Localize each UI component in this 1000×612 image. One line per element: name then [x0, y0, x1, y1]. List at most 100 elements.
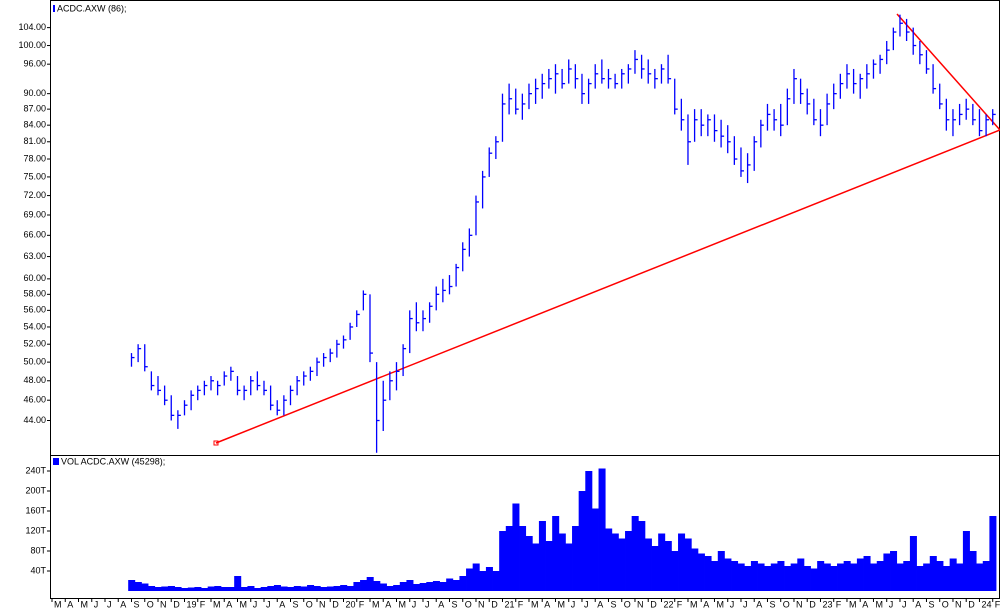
volume-bar — [618, 538, 626, 591]
y-tick-label: 63.00 — [23, 251, 46, 261]
volume-bar — [585, 471, 593, 591]
volume-bar — [644, 538, 652, 591]
volume-bar — [207, 586, 215, 591]
volume-bar — [505, 526, 513, 591]
volume-bar — [293, 586, 301, 591]
x-tick-label: J — [425, 599, 430, 609]
volume-bar — [260, 587, 268, 591]
volume-bar — [817, 561, 825, 591]
volume-bar — [419, 583, 427, 591]
volume-bar — [452, 580, 460, 591]
y-tick-label: 104.00 — [18, 22, 46, 32]
volume-bar — [240, 587, 248, 591]
volume-bar — [446, 578, 454, 591]
price-title: ACDC.AXW (86); — [57, 3, 127, 13]
trend-line — [896, 13, 1000, 131]
volume-bar — [850, 563, 858, 591]
volume-bar — [379, 583, 387, 591]
volume-bar — [273, 585, 281, 591]
x-tick-label: A — [67, 599, 73, 609]
volume-bar — [459, 576, 467, 591]
volume-bar — [790, 563, 798, 591]
x-tick-label: D — [173, 599, 180, 609]
x-tick-label: D — [332, 599, 339, 609]
x-tick-label: M — [716, 599, 724, 609]
volume-bar — [578, 491, 586, 591]
volume-bar — [697, 553, 705, 591]
volume-bar — [671, 551, 679, 591]
volume-bar — [717, 551, 725, 591]
x-tick-label: F — [677, 599, 683, 609]
x-tick-label: N — [637, 599, 644, 609]
volume-bar — [154, 587, 162, 591]
volume-bar — [466, 568, 474, 591]
x-tick-label: O — [783, 599, 790, 609]
x-tick-label: M — [690, 599, 698, 609]
volume-bar — [545, 541, 553, 591]
x-tick-label: A — [385, 599, 391, 609]
volume-bar — [929, 556, 937, 591]
volume-bar — [280, 586, 288, 591]
x-tick-label: M — [398, 599, 406, 609]
volume-bar — [492, 571, 500, 591]
x-tick-label: J — [107, 599, 112, 609]
volume-bar — [148, 586, 156, 591]
volume-bar — [936, 561, 944, 591]
x-tick-label: J — [902, 599, 907, 609]
y-tick-label: 160T — [25, 505, 46, 515]
volume-bar — [784, 566, 792, 591]
volume-bar — [989, 516, 997, 591]
x-tick-label: N — [796, 599, 803, 609]
volume-bar — [830, 566, 838, 591]
x-tick-label: M — [54, 599, 62, 609]
volume-bar — [141, 583, 149, 591]
volume-bar — [313, 586, 321, 591]
volume-bar — [399, 582, 407, 591]
volume-bar — [757, 563, 765, 591]
volume-bar — [187, 587, 195, 591]
y-tick-label: 44.00 — [23, 415, 46, 425]
x-tick-label: A — [915, 599, 921, 609]
y-tick-label: 72.00 — [23, 190, 46, 200]
volume-bar — [863, 556, 871, 591]
volume-bar — [432, 581, 440, 591]
volume-bar — [234, 576, 242, 591]
volume-bar — [572, 526, 580, 591]
x-tick-label: J — [94, 599, 99, 609]
x-tick-label: S — [610, 599, 616, 609]
volume-bar — [870, 563, 878, 591]
x-tick-label: S — [928, 599, 934, 609]
y-tick-label: 78.00 — [23, 153, 46, 163]
y-tick-label: 58.00 — [23, 289, 46, 299]
volume-bar — [797, 558, 805, 591]
x-tick-label: A — [756, 599, 762, 609]
volume-bar — [413, 584, 421, 591]
x-tick-label: J — [253, 599, 257, 609]
volume-bar — [201, 588, 209, 591]
price-title-marker — [53, 5, 55, 12]
volume-bar — [810, 568, 818, 591]
x-tick-label: D — [650, 599, 657, 609]
x-tick-label: A — [438, 599, 444, 609]
x-tick-label: 20 — [345, 599, 355, 609]
volume-bar — [962, 531, 970, 591]
y-tick-label: 90.00 — [23, 88, 46, 98]
x-tick-label: N — [160, 599, 167, 609]
volume-bar — [439, 582, 447, 591]
x-tick-label: A — [544, 599, 550, 609]
volume-bar — [227, 587, 235, 591]
volume-bar — [638, 521, 646, 591]
volume-bar — [254, 588, 262, 591]
volume-bar — [326, 586, 334, 591]
volume-bar — [386, 586, 394, 591]
volume-bar — [909, 536, 917, 591]
x-tick-label: O — [942, 599, 949, 609]
y-tick-label: 52.00 — [23, 339, 46, 349]
volume-bar — [896, 563, 904, 591]
x-tick-label: J — [584, 599, 589, 609]
volume-bar — [611, 533, 619, 591]
y-tick-label: 100.00 — [18, 40, 46, 50]
volume-bar — [691, 548, 699, 591]
x-tick-label: J — [266, 599, 271, 609]
